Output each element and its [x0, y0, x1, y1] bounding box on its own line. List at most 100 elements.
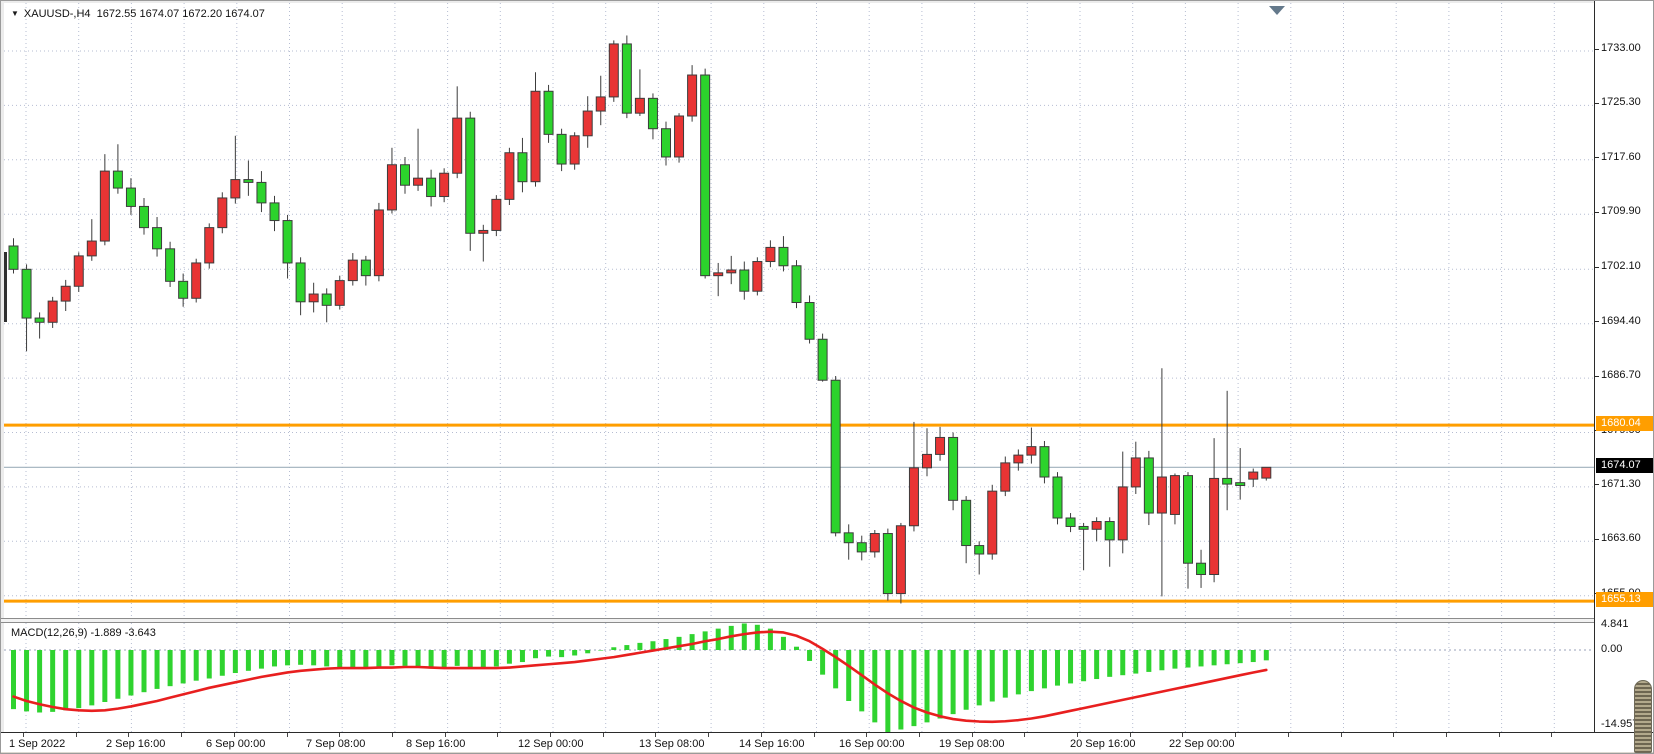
candle — [935, 426, 946, 461]
pane-separator[interactable] — [1, 618, 1594, 623]
bull-candle-body — [1117, 486, 1128, 541]
time-tick-mark — [602, 733, 604, 737]
bull-candle-body — [595, 96, 606, 112]
bear-candle-body — [21, 268, 32, 319]
candle — [778, 236, 789, 272]
candle — [687, 65, 698, 122]
bear-candle-body — [621, 43, 632, 114]
clipped-candle — [4, 252, 7, 322]
candle — [413, 128, 424, 191]
time-tick-mark — [233, 733, 235, 737]
candle — [843, 524, 854, 560]
grid — [4, 3, 1595, 620]
price-tick-label: 1709.90 — [1601, 205, 1641, 218]
candle — [191, 258, 202, 303]
candle — [1026, 427, 1037, 464]
time-tick-mark — [1498, 733, 1500, 737]
candle — [269, 195, 280, 232]
chart-shift-marker-icon[interactable] — [1269, 6, 1285, 15]
price-axis[interactable]: 1733.00 1725.30 1717.60 1709.90 1702.10 1694.… — [1594, 1, 1653, 732]
price-tick-label: 1671.30 — [1601, 477, 1641, 490]
time-tick-mark — [708, 733, 710, 737]
bull-candle-body — [569, 135, 580, 165]
symbol-ohlc-readout: XAUUSD-,H4 1672.55 1674.07 1672.20 1674.… — [23, 8, 265, 20]
candle — [530, 72, 541, 187]
candle — [974, 541, 985, 575]
candle — [426, 169, 437, 207]
time-tick-mark — [1235, 733, 1237, 737]
time-axis[interactable]: 1 Sep 2022 2 Sep 16:00 6 Sep 00:00 7 Sep 08… — [1, 732, 1653, 753]
bear-candle-body — [1143, 457, 1154, 514]
macd-readout: MACD(12,26,9) -1.889 -3.643 — [11, 627, 156, 639]
candle — [517, 137, 528, 193]
candle — [178, 273, 189, 307]
candle — [869, 530, 880, 558]
bear-candle-body — [1196, 562, 1207, 576]
time-tick-mark — [1182, 733, 1184, 737]
bear-candle-body — [321, 293, 332, 306]
bull-candle-body — [60, 285, 71, 302]
time-tick-mark — [1024, 733, 1026, 737]
macd-max-label: 4.841 — [1601, 618, 1629, 631]
bull-candle-body — [439, 172, 450, 198]
macd-histogram — [11, 623, 1269, 732]
candle — [73, 252, 84, 292]
candle — [400, 156, 410, 194]
candle — [713, 262, 724, 297]
price-tick-mark — [1595, 102, 1599, 104]
candle — [47, 296, 58, 328]
price-tick-mark — [1595, 48, 1599, 50]
bull-candle-body — [204, 227, 215, 264]
window-bottom-edge — [1, 752, 1653, 753]
candlestick-chart[interactable] — [4, 3, 1597, 620]
bull-candle-body — [373, 209, 384, 277]
candle — [922, 428, 932, 477]
bear-candle-body — [295, 262, 306, 303]
time-tick-mark — [339, 733, 341, 737]
macd-chart[interactable] — [4, 623, 1597, 732]
bear-candle-body — [243, 179, 254, 183]
candle — [99, 154, 110, 246]
time-tick-mark — [550, 733, 551, 737]
bear-candle-body — [778, 246, 789, 267]
scrollbar-grip[interactable] — [1634, 680, 1652, 753]
time-tick-mark — [75, 733, 77, 737]
candle — [139, 197, 149, 235]
bull-candle-body — [73, 255, 84, 287]
candle — [1156, 368, 1167, 597]
time-tick-label: 20 Sep 16:00 — [1070, 738, 1136, 750]
candle — [804, 295, 815, 344]
bull-candle-body — [504, 152, 515, 200]
time-tick-mark — [444, 733, 446, 737]
candle — [1117, 451, 1128, 554]
bear-candle-body — [112, 170, 123, 189]
candle — [817, 333, 828, 382]
bear-candle-body — [426, 177, 437, 198]
bull-candle-body — [687, 74, 698, 117]
candle — [243, 160, 254, 196]
bear-candle-body — [282, 220, 293, 264]
candle — [1078, 522, 1089, 571]
main-chart-canvas[interactable]: ▼ XAUUSD-,H4 1672.55 1674.07 1672.20 167… — [1, 1, 1597, 620]
candle — [608, 40, 619, 102]
bear-candle-body — [1222, 477, 1233, 485]
bear-candle-body — [125, 187, 136, 207]
candles — [8, 35, 1272, 604]
bull-candle-body — [908, 467, 919, 527]
time-tick-mark — [1393, 733, 1395, 737]
time-tick-mark — [1340, 733, 1342, 737]
bull-candle-body — [491, 198, 502, 231]
collapse-indicator-icon[interactable]: ▼ — [11, 9, 19, 18]
macd-indicator-canvas[interactable]: MACD(12,26,9) -1.889 -3.643 — [1, 623, 1597, 732]
price-tick-mark — [1595, 321, 1599, 323]
bear-candle-body — [165, 248, 176, 282]
candle — [765, 240, 776, 268]
time-tick-label: 13 Sep 08:00 — [639, 738, 705, 750]
bull-candle-body — [217, 197, 228, 229]
candle — [152, 217, 163, 257]
macd-min-label: -14.957 — [1601, 717, 1639, 730]
bear-candle-body — [791, 265, 802, 304]
candle — [204, 223, 215, 269]
candle — [360, 255, 371, 286]
